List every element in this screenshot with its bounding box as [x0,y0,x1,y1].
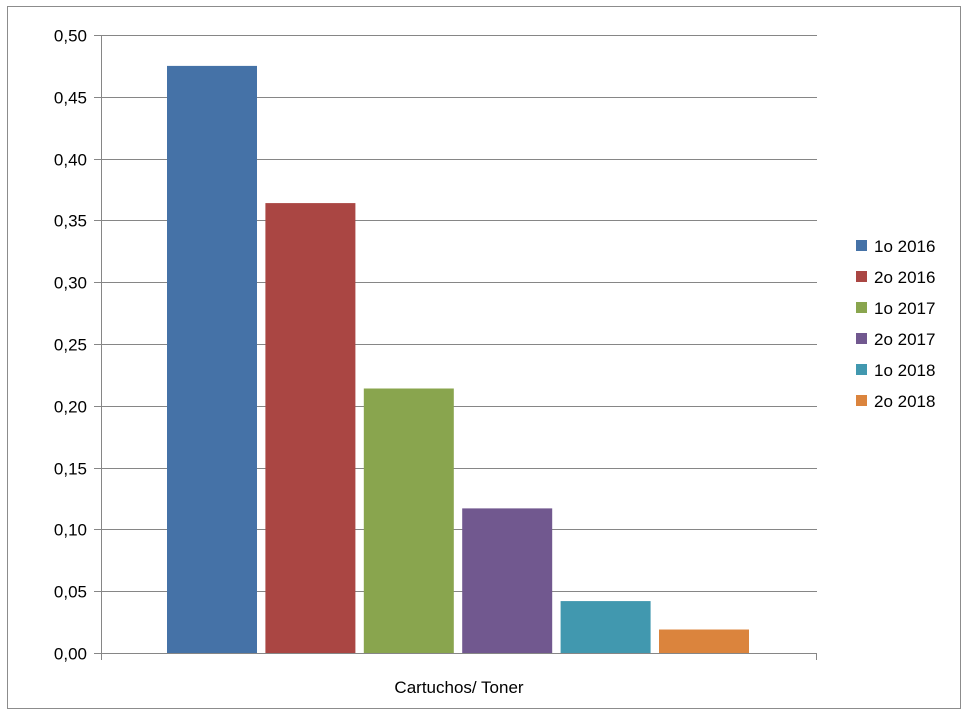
y-tick-label: 0,45 [54,89,87,108]
y-tick-label: 0,20 [54,398,87,417]
y-tick-label: 0,30 [54,274,87,293]
legend-label: 2o 2017 [874,330,935,349]
y-axis: 0,00 0,05 0,10 0,15 0,20 0,25 0,30 0,35 0,40 0,45… [54,27,102,664]
x-axis: Cartuchos/ Toner [101,653,817,697]
y-tick-label: 0,35 [54,212,87,231]
bar-1o-2016 [167,65,257,653]
bar-1o-2018 [560,601,651,653]
y-tick-label: 0,50 [54,27,87,46]
legend-swatch [856,333,867,344]
y-tick-label: 0,15 [54,460,87,479]
bars [167,65,749,653]
y-tick-label: 0,25 [54,336,87,355]
bar-1o-2017 [363,388,454,653]
legend-label: 1o 2018 [874,361,935,380]
legend-label: 1o 2017 [874,299,935,318]
bar-2o-2017 [462,508,553,653]
legend-swatch [856,364,867,375]
legend-label: 1o 2016 [874,237,935,256]
y-tick-label: 0,40 [54,151,87,170]
y-tick-label: 0,00 [54,645,87,664]
bar-2o-2016 [265,203,356,653]
x-category-label: Cartuchos/ Toner [394,678,523,697]
y-tick-label: 0,05 [54,583,87,602]
legend-label: 2o 2018 [874,392,935,411]
legend-swatch [856,395,867,406]
legend-swatch [856,271,867,282]
y-tick-label: 0,10 [54,521,87,540]
bar-2o-2018 [659,629,749,653]
legend-label: 2o 2016 [874,268,935,287]
legend: 1o 2016 2o 2016 1o 2017 2o 2017 1o 2018 2o 20… [856,237,935,411]
legend-swatch [856,240,867,251]
legend-swatch [856,302,867,313]
